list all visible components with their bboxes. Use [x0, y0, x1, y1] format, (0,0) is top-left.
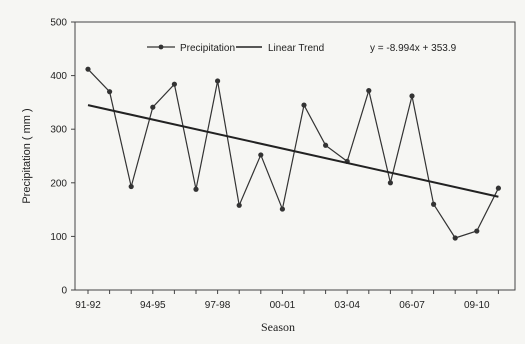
y-tick-label: 100: [50, 232, 67, 243]
x-tick-label: 03-04: [334, 300, 360, 311]
precipitation-point: [128, 183, 134, 190]
precipitation-point: [409, 93, 415, 99]
x-tick-label: 06-07: [399, 300, 425, 311]
x-tick-label: 00-01: [270, 300, 296, 311]
precipitation-point: [495, 185, 501, 191]
precipitation-point: [301, 102, 307, 108]
y-tick-label: 300: [50, 125, 67, 136]
y-tick-label: 500: [50, 18, 67, 29]
plot-area: [74, 21, 516, 291]
precipitation-point: [236, 202, 242, 208]
y-tick-label: 0: [61, 286, 67, 297]
x-tick-label: 09-10: [464, 300, 490, 311]
y-tick-label: 400: [50, 71, 67, 82]
precipitation-point: [366, 88, 372, 94]
precipitation-point: [85, 66, 91, 72]
trend-equation: y = -8.994x + 353.9: [370, 43, 457, 54]
precipitation-point: [215, 78, 221, 84]
y-axis-label: Precipitation ( mm ): [21, 108, 33, 203]
linear-trend-line: [87, 104, 499, 198]
legend-precip-marker: [158, 44, 164, 50]
precipitation-point: [431, 201, 437, 207]
x-tick-label: 91-92: [75, 300, 101, 311]
precipitation-point: [279, 206, 285, 212]
legend: Precipitation Linear Trend: [147, 43, 324, 54]
precipitation-series-line: [87, 68, 499, 239]
precipitation-point: [387, 180, 393, 186]
y-tick-label: 200: [50, 178, 67, 189]
precipitation-point: [323, 142, 329, 148]
x-tick-label: 97-98: [205, 300, 231, 311]
precipitation-point: [474, 228, 480, 234]
precipitation-point: [452, 235, 458, 241]
precipitation-point: [107, 89, 113, 95]
x-axis-label: Season: [261, 320, 295, 334]
precipitation-point: [150, 104, 156, 110]
precipitation-point: [171, 81, 177, 87]
x-tick-label: 94-95: [140, 300, 166, 311]
precipitation-point: [193, 186, 199, 192]
precipitation-point: [258, 152, 264, 158]
legend-precip-label: Precipitation: [180, 43, 235, 54]
legend-trend-label: Linear Trend: [268, 43, 324, 54]
